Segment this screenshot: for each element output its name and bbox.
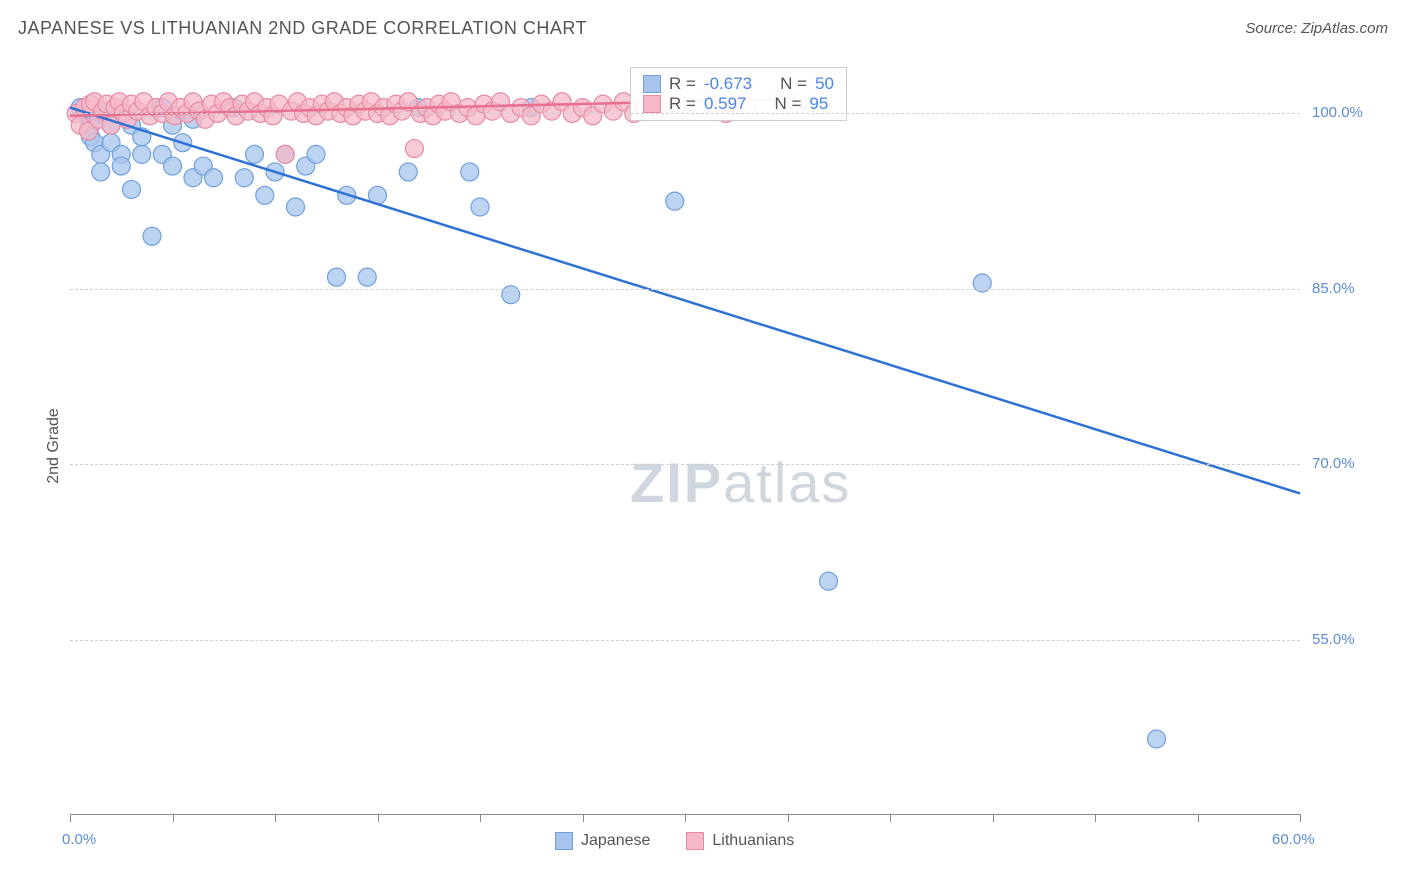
plot-area: ZIPatlas R =-0.673N =50R = 0.597N =95	[70, 55, 1300, 815]
r-label: R =	[669, 74, 696, 94]
legend-swatch	[643, 75, 661, 93]
scatter-point	[471, 198, 489, 216]
gridline-h	[70, 640, 1300, 641]
scatter-point	[164, 157, 182, 175]
legend-label: Lithuanians	[712, 832, 794, 850]
legend-label: Japanese	[581, 832, 650, 850]
scatter-point	[405, 140, 423, 158]
y-tick-label: 55.0%	[1312, 631, 1355, 648]
scatter-point	[123, 180, 141, 198]
header: JAPANESE VS LITHUANIAN 2ND GRADE CORRELA…	[18, 18, 1388, 39]
source-attribution: Source: ZipAtlas.com	[1245, 20, 1388, 37]
n-value: 50	[815, 74, 834, 94]
x-tick-label: 0.0%	[62, 831, 96, 848]
x-tick	[685, 814, 686, 822]
trend-line	[70, 108, 1300, 494]
scatter-point	[112, 157, 130, 175]
scatter-point	[276, 145, 294, 163]
n-value: 95	[809, 94, 828, 114]
scatter-point	[133, 145, 151, 163]
x-tick	[480, 814, 481, 822]
legend-swatch	[555, 832, 573, 850]
n-label: N =	[774, 94, 801, 114]
x-tick	[378, 814, 379, 822]
stats-row: R = 0.597 N = 95	[643, 94, 834, 114]
stats-row: R = -0.673 N = 50	[643, 74, 834, 94]
scatter-point	[666, 192, 684, 210]
scatter-point	[358, 268, 376, 286]
x-tick	[1300, 814, 1301, 822]
x-tick	[1095, 814, 1096, 822]
y-axis-label: 2nd Grade	[45, 408, 63, 484]
x-tick	[70, 814, 71, 822]
source-name: ZipAtlas.com	[1301, 20, 1388, 37]
n-label: N =	[780, 74, 807, 94]
x-tick	[1198, 814, 1199, 822]
scatter-point	[328, 268, 346, 286]
scatter-point	[143, 227, 161, 245]
scatter-point	[287, 198, 305, 216]
gridline-h	[70, 464, 1300, 465]
r-value: -0.673	[704, 74, 752, 94]
x-tick	[993, 814, 994, 822]
scatter-point	[307, 145, 325, 163]
x-tick	[890, 814, 891, 822]
source-prefix: Source:	[1245, 20, 1301, 37]
r-value: 0.597	[704, 94, 747, 114]
scatter-point	[820, 572, 838, 590]
x-tick	[173, 814, 174, 822]
scatter-point	[246, 145, 264, 163]
x-tick-label: 60.0%	[1272, 831, 1315, 848]
gridline-h	[70, 113, 1300, 114]
scatter-point	[205, 169, 223, 187]
chart-title: JAPANESE VS LITHUANIAN 2ND GRADE CORRELA…	[18, 18, 587, 39]
y-tick-label: 100.0%	[1312, 104, 1363, 121]
gridline-h	[70, 289, 1300, 290]
scatter-point	[92, 163, 110, 181]
chart-canvas	[70, 55, 1300, 814]
x-tick	[275, 814, 276, 822]
y-tick-label: 70.0%	[1312, 455, 1355, 472]
legend-swatch	[643, 95, 661, 113]
legend-item: Lithuanians	[686, 832, 794, 850]
legend-item: Japanese	[555, 832, 650, 850]
scatter-point	[461, 163, 479, 181]
x-tick	[788, 814, 789, 822]
scatter-point	[256, 186, 274, 204]
scatter-point	[399, 163, 417, 181]
r-label: R =	[669, 94, 696, 114]
bottom-legend: Japanese Lithuanians	[555, 832, 794, 850]
x-tick	[583, 814, 584, 822]
y-tick-label: 85.0%	[1312, 280, 1355, 297]
legend-swatch	[686, 832, 704, 850]
scatter-point	[235, 169, 253, 187]
scatter-point	[1148, 730, 1166, 748]
